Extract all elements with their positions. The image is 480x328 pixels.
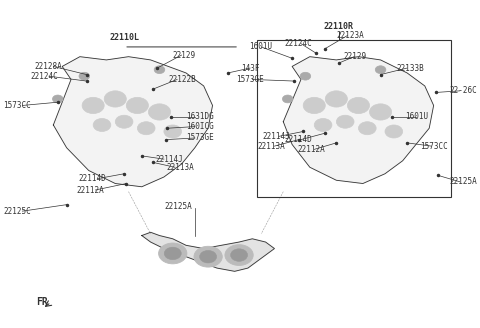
Text: 22113A: 22113A xyxy=(166,163,194,172)
Circle shape xyxy=(225,245,253,265)
Text: 22-26C: 22-26C xyxy=(449,86,477,95)
Text: 22124C: 22124C xyxy=(30,72,58,81)
Text: 22110L: 22110L xyxy=(109,33,139,42)
Circle shape xyxy=(300,72,311,80)
Circle shape xyxy=(348,97,370,113)
Circle shape xyxy=(164,247,181,260)
Circle shape xyxy=(194,246,222,267)
Circle shape xyxy=(314,118,332,132)
Circle shape xyxy=(282,95,293,103)
Circle shape xyxy=(79,72,90,80)
Text: 160ICG: 160ICG xyxy=(186,122,214,131)
Text: 22112A: 22112A xyxy=(76,186,104,195)
Text: 22125A: 22125A xyxy=(165,202,192,211)
Text: 22123A: 22123A xyxy=(336,31,364,40)
Circle shape xyxy=(154,66,165,73)
Circle shape xyxy=(370,104,392,120)
Circle shape xyxy=(93,118,111,132)
Text: 22133B: 22133B xyxy=(396,64,424,72)
Text: 1601U: 1601U xyxy=(405,113,428,121)
Circle shape xyxy=(52,95,63,103)
Circle shape xyxy=(148,104,170,120)
Text: 1573CC: 1573CC xyxy=(3,101,31,110)
Text: 1601U: 1601U xyxy=(249,42,272,51)
Text: 1631DG: 1631DG xyxy=(186,113,214,121)
Text: 22122B: 22122B xyxy=(168,75,196,84)
Text: 22114J: 22114J xyxy=(262,132,290,141)
Circle shape xyxy=(158,243,187,264)
Circle shape xyxy=(375,66,386,73)
Circle shape xyxy=(164,125,181,138)
Circle shape xyxy=(303,97,325,113)
Text: 22125C: 22125C xyxy=(3,207,31,215)
Circle shape xyxy=(325,91,348,107)
Circle shape xyxy=(230,249,248,261)
Circle shape xyxy=(385,125,403,138)
Text: 22113A: 22113A xyxy=(258,142,286,151)
Circle shape xyxy=(200,251,216,263)
Text: 1573GE: 1573GE xyxy=(186,133,214,142)
Circle shape xyxy=(82,97,104,113)
Text: 22114D: 22114D xyxy=(79,174,107,183)
Polygon shape xyxy=(283,57,433,183)
Text: 22114J: 22114J xyxy=(155,154,183,164)
Polygon shape xyxy=(142,232,275,271)
Circle shape xyxy=(359,122,376,135)
Text: 22129: 22129 xyxy=(173,51,196,60)
Text: 22110R: 22110R xyxy=(324,22,354,31)
Text: 22124C: 22124C xyxy=(284,39,312,48)
Text: 1573CC: 1573CC xyxy=(420,142,448,151)
Polygon shape xyxy=(53,57,213,187)
Circle shape xyxy=(104,91,126,107)
Circle shape xyxy=(126,97,148,113)
Circle shape xyxy=(336,115,354,128)
Text: 143F: 143F xyxy=(241,64,260,72)
Text: 22128A: 22128A xyxy=(35,62,62,71)
Circle shape xyxy=(115,115,133,128)
Text: 22129: 22129 xyxy=(343,52,366,61)
Text: 22114D: 22114D xyxy=(284,135,312,144)
Text: 22112A: 22112A xyxy=(298,145,325,154)
Circle shape xyxy=(137,122,155,135)
Text: FR: FR xyxy=(36,297,48,307)
Text: 1573GE: 1573GE xyxy=(236,75,264,84)
Text: 22125A: 22125A xyxy=(449,177,477,186)
